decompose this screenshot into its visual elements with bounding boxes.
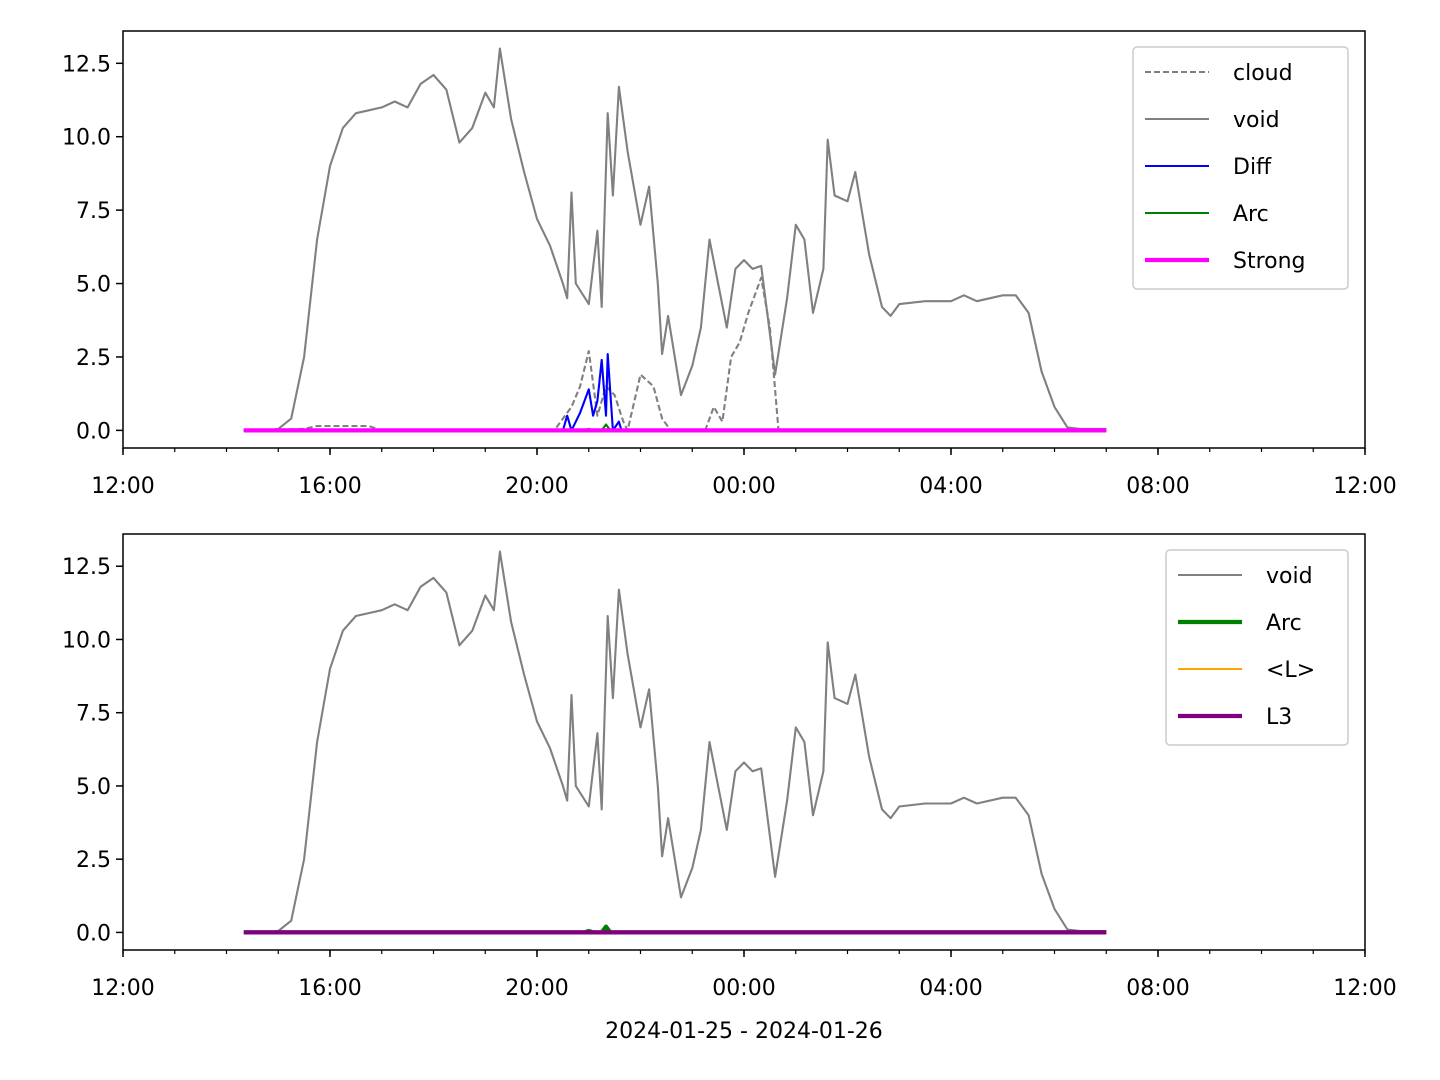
y-tick-label: 2.5	[76, 346, 111, 371]
legend: void Arc <L> L3	[1165, 549, 1349, 746]
legend-label: cloud	[1233, 61, 1293, 86]
legend-label: Strong	[1233, 249, 1306, 274]
legend-label: <L>	[1266, 658, 1315, 683]
legend: cloud void Diff Arc Strong	[1132, 46, 1349, 290]
x-tick-label: 16:00	[298, 474, 361, 499]
series-line	[243, 352, 1107, 432]
x-tick-label: 12:00	[91, 474, 154, 499]
plot-frame	[122, 533, 1366, 951]
x-tick-label: 12:00	[91, 976, 154, 1001]
plot-frame	[122, 30, 1366, 449]
legend-label: Arc	[1266, 611, 1302, 636]
x-tick-label: 08:00	[1126, 474, 1189, 499]
axes: 0.0 2.5 5.0 7.5 10.0 12.5 12:00 16:00 20:00 00:00…	[62, 533, 1397, 1044]
y-tick-label: 2.5	[76, 848, 111, 873]
y-tick-label: 7.5	[76, 199, 111, 224]
legend-label: Diff	[1233, 155, 1272, 180]
legend-label: void	[1266, 564, 1313, 589]
x-tick-label: 20:00	[505, 474, 568, 499]
x-tick-label: 00:00	[712, 474, 775, 499]
legend-label: Arc	[1233, 202, 1269, 227]
x-tick-label: 00:00	[712, 976, 775, 1001]
y-tick-label: 7.5	[76, 702, 111, 727]
legend-label: L3	[1266, 705, 1292, 730]
y-tick-label: 0.0	[76, 419, 111, 444]
y-tick-label: 5.0	[76, 273, 111, 298]
series-line	[243, 47, 1107, 432]
x-tick-label: 16:00	[298, 976, 361, 1001]
y-tick-label: 10.0	[62, 126, 111, 151]
legend-label: void	[1233, 108, 1280, 133]
x-tick-label: 20:00	[505, 976, 568, 1001]
x-axis-label: 2024-01-25 - 2024-01-26	[605, 1019, 883, 1044]
y-tick-label: 10.0	[62, 628, 111, 653]
y-tick-label: 0.0	[76, 921, 111, 946]
x-tick-label: 08:00	[1126, 976, 1189, 1001]
x-tick-label: 04:00	[919, 976, 982, 1001]
axes: 0.0 2.5 5.0 7.5 10.0 12.5 12:00 16:00 20:00 00:00…	[62, 30, 1397, 499]
y-tick-label: 12.5	[62, 52, 111, 77]
legend-box	[1132, 46, 1349, 290]
y-tick-label: 5.0	[76, 775, 111, 800]
legend-box	[1165, 549, 1349, 746]
x-tick-label: 12:00	[1333, 976, 1396, 1001]
x-tick-label: 12:00	[1333, 474, 1396, 499]
x-tick-label: 04:00	[919, 474, 982, 499]
series-line	[243, 550, 1107, 934]
y-tick-label: 12.5	[62, 555, 111, 580]
